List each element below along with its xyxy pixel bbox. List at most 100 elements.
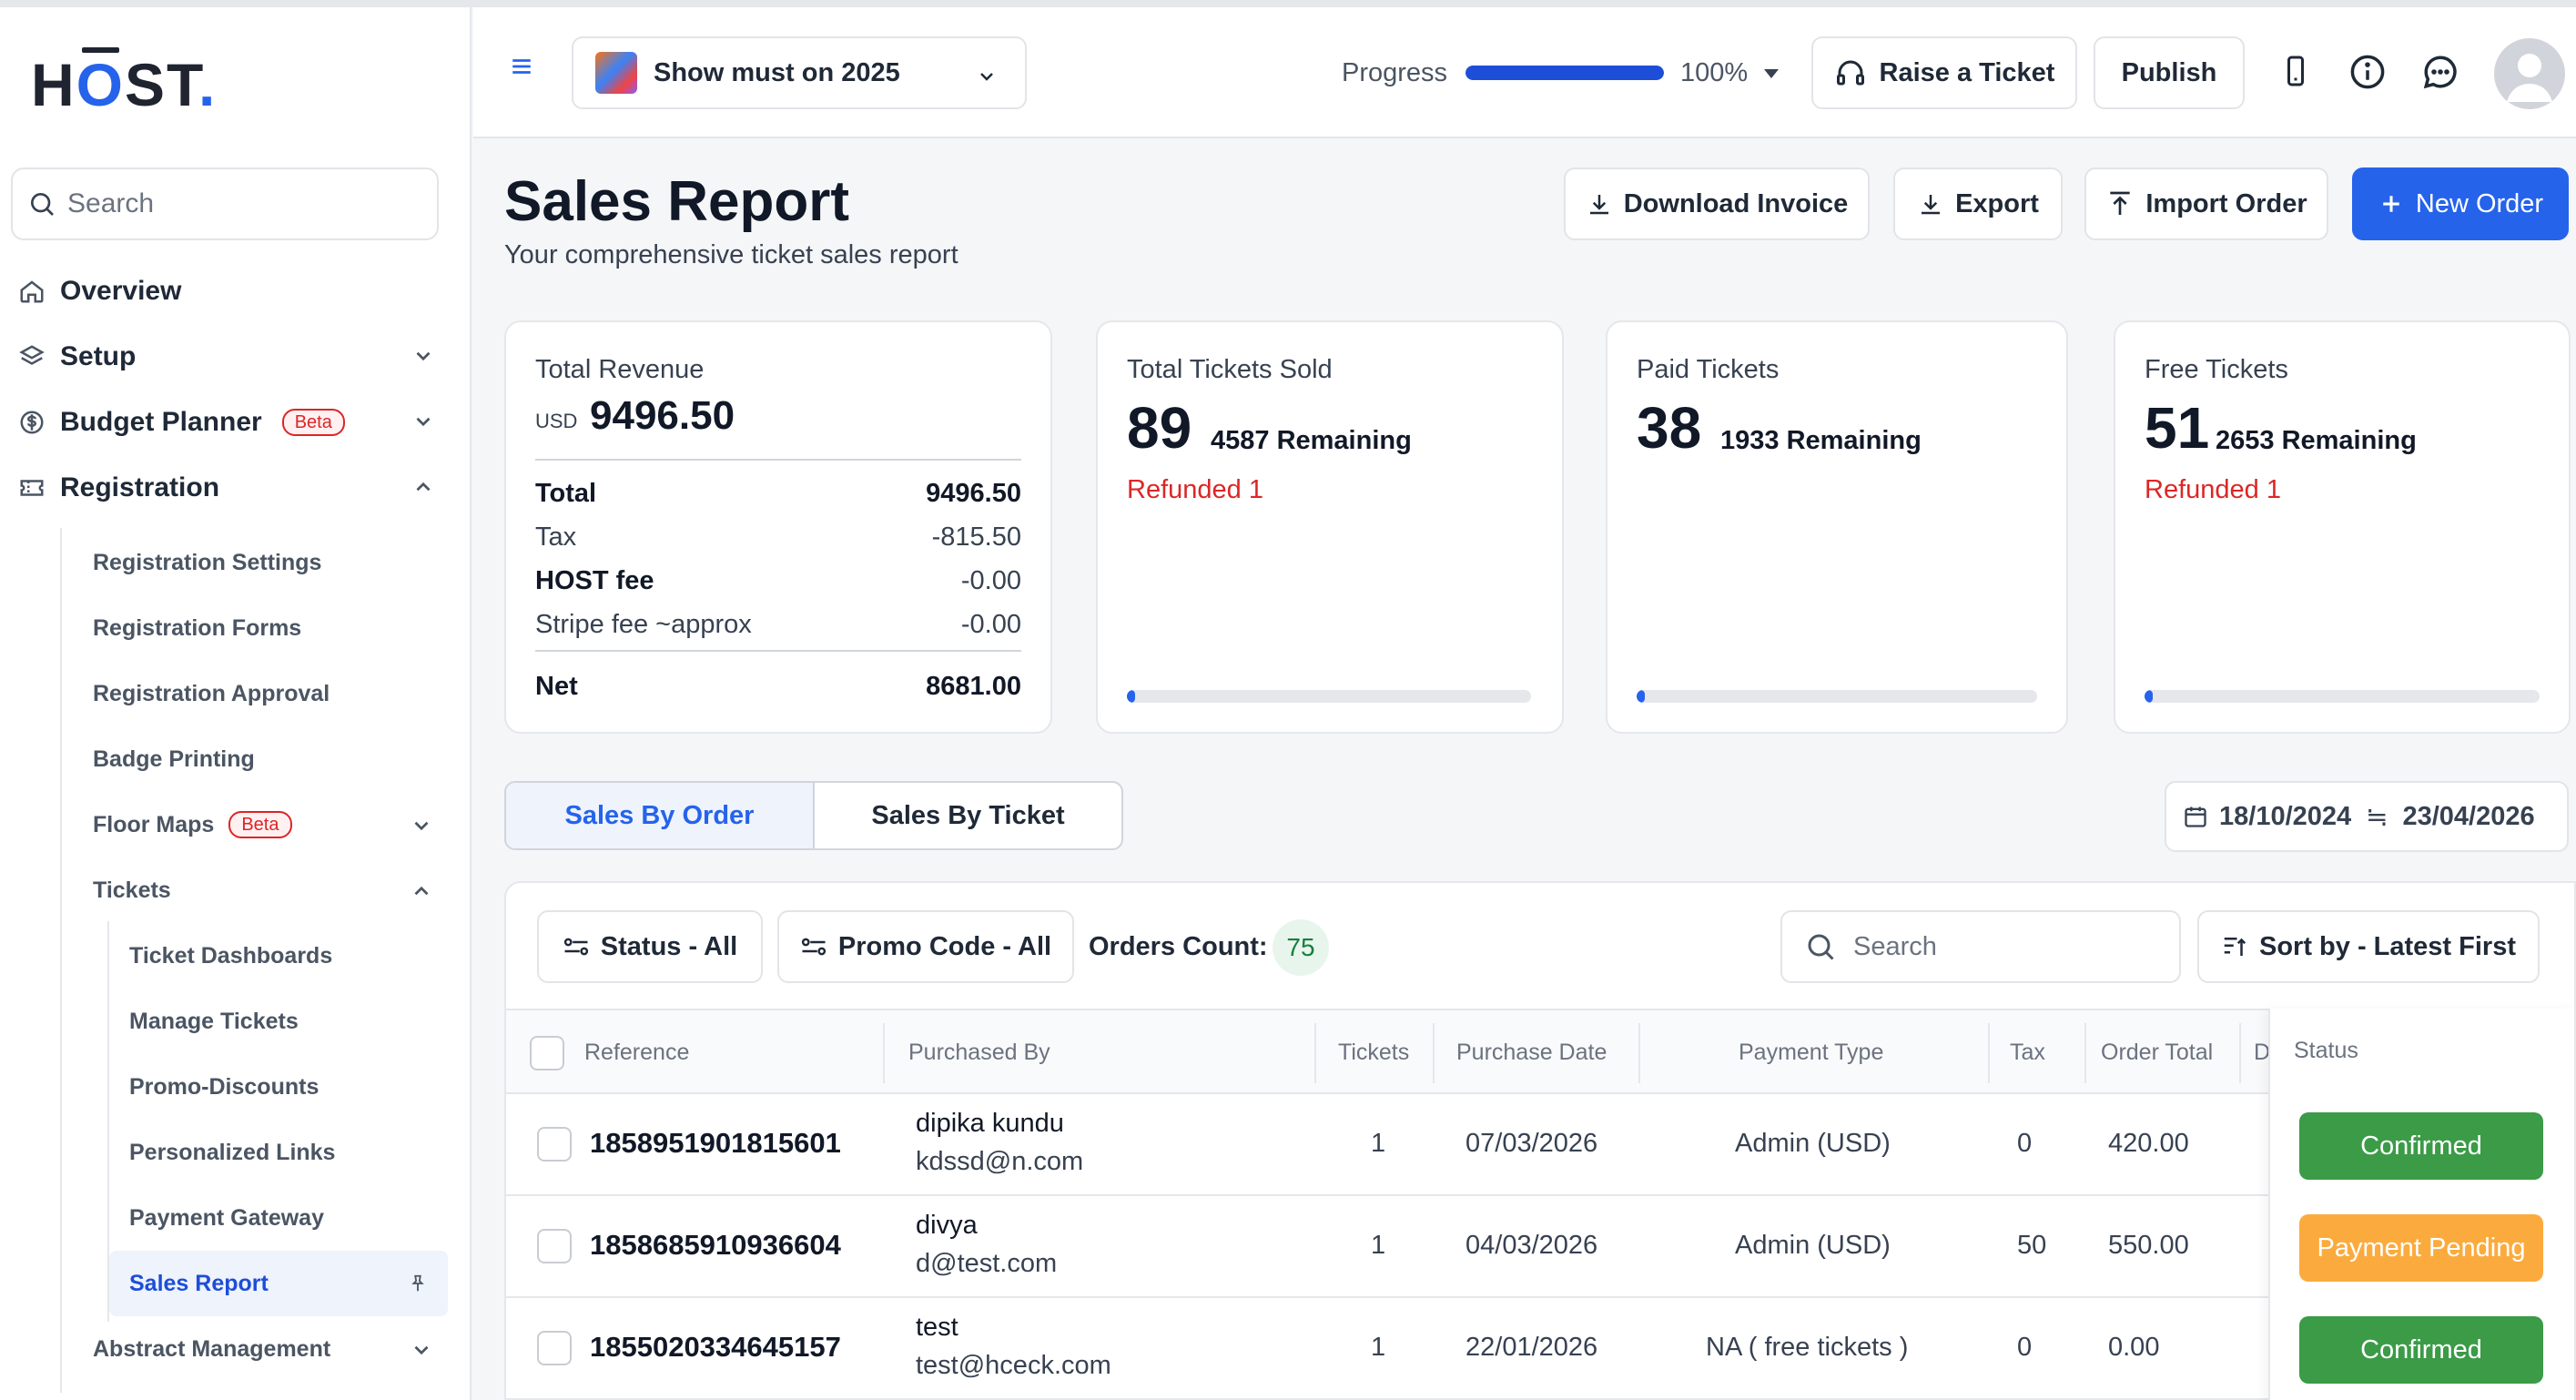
sidebar-item-registration[interactable]: Registration: [0, 455, 455, 521]
sidebar-search[interactable]: [11, 167, 439, 240]
chevron-down-icon[interactable]: [411, 410, 435, 433]
column-header-purchase-date[interactable]: Purchase Date: [1456, 1040, 1607, 1065]
avatar[interactable]: [2494, 38, 2565, 109]
sidebar-item-badge-printing[interactable]: Badge Printing: [62, 726, 453, 792]
purchaser-name: test: [916, 1313, 958, 1342]
column-header-tax[interactable]: Tax: [2010, 1040, 2045, 1065]
status-badge[interactable]: Confirmed: [2299, 1316, 2543, 1384]
order-reference[interactable]: 1855020334645157: [590, 1331, 841, 1363]
status-badge[interactable]: Payment Pending: [2299, 1214, 2543, 1282]
tab-sales-by-ticket[interactable]: Sales By Ticket: [871, 800, 1065, 830]
status-badge[interactable]: Confirmed: [2299, 1112, 2543, 1180]
stat-progress-fill: [1637, 690, 1645, 703]
column-header-status[interactable]: Status: [2294, 1038, 2358, 1063]
raise-ticket-label: Raise a Ticket: [1879, 57, 2055, 87]
sidebar-item-promo-discounts[interactable]: Promo-Discounts: [109, 1054, 448, 1120]
pin-icon[interactable]: [408, 1273, 428, 1294]
order-reference[interactable]: 1858685910936604: [590, 1229, 841, 1261]
import-order-button[interactable]: Import Order: [2084, 167, 2328, 240]
currency-code: USD: [535, 410, 578, 432]
info-icon[interactable]: [2348, 53, 2387, 91]
sidebar-item-tickets[interactable]: Tickets: [62, 857, 453, 923]
sidebar-item-registration-approval[interactable]: Registration Approval: [62, 661, 453, 726]
orders-search-input[interactable]: [1853, 931, 2163, 962]
publish-button[interactable]: Publish: [2094, 36, 2245, 109]
export-button[interactable]: Export: [1893, 167, 2063, 240]
sidebar-item-budget-planner[interactable]: Budget Planner Beta: [0, 390, 455, 455]
card-title: Paid Tickets: [1637, 355, 1780, 384]
row-checkbox[interactable]: [537, 1127, 572, 1162]
sort-icon: [2221, 933, 2248, 960]
column-header-tickets[interactable]: Tickets: [1338, 1040, 1410, 1065]
chat-icon[interactable]: [2421, 53, 2459, 91]
sidebar-item-manage-tickets[interactable]: Manage Tickets: [109, 989, 448, 1054]
sidebar-item-registration-settings[interactable]: Registration Settings: [62, 530, 453, 595]
table-row[interactable]: 1855020334645157 test test@hceck.com 1 2…: [506, 1298, 2574, 1400]
chevron-down-icon[interactable]: [411, 344, 435, 368]
plus-icon: [2378, 190, 2405, 218]
sidebar-item-personalized-links[interactable]: Personalized Links: [109, 1120, 448, 1185]
progress-bar: [1465, 66, 1664, 80]
event-selector[interactable]: Show must on 2025: [572, 36, 1027, 109]
column-header-payment-type[interactable]: Payment Type: [1739, 1040, 1884, 1065]
column-header-truncated[interactable]: D: [2254, 1040, 2271, 1065]
row-checkbox[interactable]: [537, 1331, 572, 1365]
chevron-down-icon[interactable]: [410, 814, 433, 837]
sidebar-item-label: Overview: [60, 276, 182, 306]
upload-icon: [2105, 189, 2135, 218]
chevron-down-icon: [976, 66, 998, 87]
sidebar-item-abstract-management[interactable]: Abstract Management: [62, 1316, 453, 1382]
sidebar-item-floor-maps[interactable]: Floor Maps Beta: [62, 792, 453, 857]
ticket-count: 1: [1371, 1231, 1386, 1260]
row-checkbox[interactable]: [537, 1229, 572, 1263]
sidebar-item-overview[interactable]: Overview: [0, 259, 455, 324]
caret-down-icon[interactable]: [1762, 67, 1780, 80]
revenue-value: 9496.50: [590, 393, 735, 438]
column-divider: [1314, 1023, 1316, 1083]
table-row[interactable]: 1858951901815601 dipika kundu kdssd@n.co…: [506, 1094, 2574, 1196]
purchaser-email: kdssd@n.com: [916, 1147, 1084, 1176]
stat-progress-bar: [1637, 690, 2037, 703]
sidebar-item-registration-forms[interactable]: Registration Forms: [62, 595, 453, 661]
tax-value: 0: [2017, 1129, 2033, 1158]
purchase-date: 04/03/2026: [1465, 1231, 1598, 1260]
chevron-up-icon[interactable]: [411, 475, 435, 499]
chevron-up-icon[interactable]: [410, 879, 433, 903]
column-divider: [1638, 1023, 1640, 1083]
stat-progress-fill: [2145, 690, 2153, 703]
sidebar-item-label: Registration Approval: [93, 680, 330, 706]
download-invoice-button[interactable]: Download Invoice: [1564, 167, 1870, 240]
new-order-button[interactable]: New Order: [2352, 167, 2569, 240]
select-all-checkbox[interactable]: [530, 1036, 564, 1070]
sidebar-search-input[interactable]: [67, 188, 413, 219]
purchase-date: 07/03/2026: [1465, 1129, 1598, 1158]
sidebar-item-sales-report[interactable]: Sales Report: [109, 1251, 448, 1316]
sidebar-item-payment-gateway[interactable]: Payment Gateway: [109, 1185, 448, 1251]
sidebar-item-label: Registration: [60, 472, 220, 502]
card-title: Free Tickets: [2145, 355, 2288, 384]
tab-sales-by-order[interactable]: Sales By Order: [506, 783, 815, 848]
order-reference[interactable]: 1858951901815601: [590, 1127, 841, 1159]
host-logo[interactable]: HO ST.: [31, 42, 217, 115]
status-filter-button[interactable]: Status - All: [537, 910, 763, 983]
sort-label: Sort by - Latest First: [2259, 931, 2516, 961]
filter-icon: [800, 935, 827, 959]
mobile-preview-icon[interactable]: [2279, 53, 2312, 89]
orders-search[interactable]: [1780, 910, 2181, 983]
chevron-down-icon[interactable]: [410, 1338, 433, 1362]
sort-button[interactable]: Sort by - Latest First: [2197, 910, 2540, 983]
promo-code-filter-button[interactable]: Promo Code - All: [777, 910, 1074, 983]
column-header-purchased-by[interactable]: Purchased By: [908, 1040, 1050, 1065]
raise-ticket-button[interactable]: Raise a Ticket: [1811, 36, 2077, 109]
hamburger-menu-icon[interactable]: [510, 55, 533, 78]
table-row[interactable]: 1858685910936604 divya d@test.com 1 04/0…: [506, 1196, 2574, 1298]
paid-tickets-card: Paid Tickets 38 1933 Remaining: [1606, 320, 2068, 734]
page-subtitle: Your comprehensive ticket sales report: [504, 240, 958, 269]
sidebar-item-setup[interactable]: Setup: [0, 324, 455, 390]
top-bar: Show must on 2025 Progress 100% Raise a …: [473, 7, 2576, 138]
column-header-reference[interactable]: Reference: [584, 1040, 690, 1065]
sidebar-item-ticket-dashboards[interactable]: Ticket Dashboards: [109, 923, 448, 989]
divider: [535, 650, 1021, 652]
column-header-order-total[interactable]: Order Total: [2101, 1040, 2214, 1065]
date-range-picker[interactable]: 18/10/2024 ≒ 23/04/2026: [2165, 781, 2569, 852]
